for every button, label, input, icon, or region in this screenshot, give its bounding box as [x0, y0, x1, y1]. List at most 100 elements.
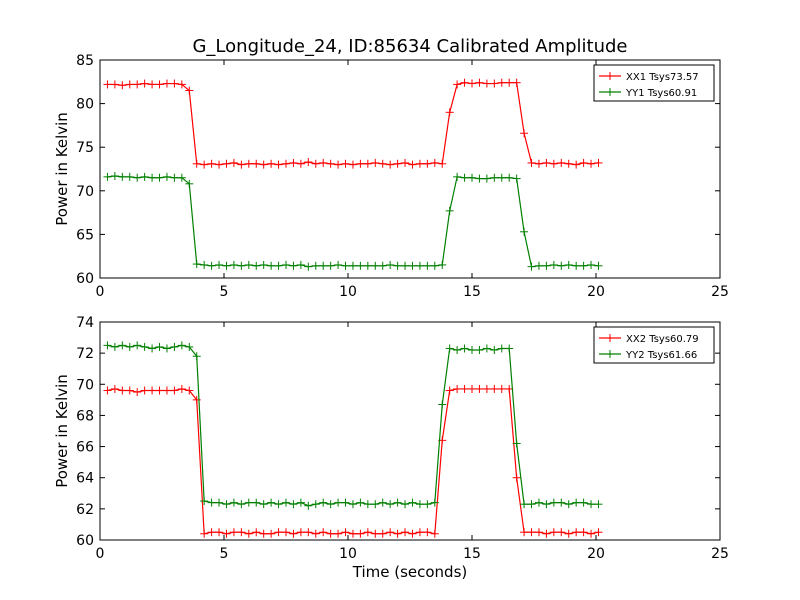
- top-series-0-point: [430, 158, 439, 167]
- bottom-series-1-point: [311, 500, 320, 509]
- bottom-series-0-point: [482, 384, 491, 393]
- top-series-1-point: [334, 260, 343, 269]
- top-ytick-label: 65: [76, 227, 94, 243]
- top-series-0-point: [527, 158, 536, 167]
- bottom-series-1-point: [401, 500, 410, 509]
- top-series-1-point: [378, 261, 387, 270]
- top-series-0-point: [490, 79, 499, 88]
- bottom-ytick-label: 64: [76, 471, 94, 487]
- top-series-1-point: [282, 260, 290, 269]
- top-series-0-point: [177, 80, 186, 89]
- bottom-series-0-point: [252, 528, 261, 537]
- bottom-series-1-point: [244, 498, 253, 507]
- bottom-series-1-point: [549, 498, 558, 507]
- top-series-1-point: [408, 261, 417, 270]
- bottom-series-1-point: [259, 500, 268, 509]
- bottom-series-0-point: [200, 529, 209, 538]
- bottom-series-0-point: [207, 528, 216, 537]
- top-series-0-point: [237, 160, 246, 169]
- bottom-series-1-point: [423, 500, 432, 509]
- bottom-series-0-point: [393, 529, 402, 538]
- bottom-xtick-label: 0: [96, 546, 105, 562]
- bottom-plot-legend: XX2 Tsys60.79 YY2 Tsys61.66: [593, 326, 715, 364]
- bottom-series-1-point: [192, 352, 201, 361]
- top-series-1-point: [215, 260, 224, 269]
- top-series-0-point: [118, 81, 127, 90]
- top-series-1-point: [222, 261, 231, 270]
- bottom-series-1-point: [542, 500, 551, 509]
- bottom-series-0-point: [125, 386, 134, 395]
- bottom-series-1-point: [430, 498, 439, 507]
- bottom-series-1-point: [125, 342, 134, 351]
- bottom-series-1-point: [222, 500, 231, 509]
- bottom-series-0-point: [222, 529, 231, 538]
- top-series-0-point: [460, 78, 469, 87]
- bottom-series-0-point: [148, 386, 157, 395]
- top-series-1-point: [557, 261, 566, 270]
- top-series-1-point: [110, 171, 119, 180]
- top-series-1-point: [244, 260, 253, 269]
- bottom-series-0-point: [326, 529, 335, 538]
- bottom-series-1-point: [482, 344, 491, 353]
- top-series-1-point: [200, 260, 209, 269]
- top-xtick-label: 0: [96, 284, 105, 300]
- top-series-0-point: [572, 160, 581, 169]
- bottom-series-0-point: [445, 386, 454, 395]
- bottom-series-0-point: [244, 529, 253, 538]
- top-series-0-point: [304, 158, 313, 167]
- top-series-0-point: [222, 159, 231, 168]
- top-series-1-point: [267, 261, 276, 270]
- top-series-0-point: [453, 80, 462, 89]
- bottom-series-1-point: [319, 498, 328, 507]
- bottom-series-0-point: [386, 528, 395, 537]
- bottom-series-0-point: [267, 529, 276, 538]
- bottom-series-0-point: [497, 384, 506, 393]
- bottom-series-0-point: [549, 528, 558, 537]
- bottom-series-0-point: [430, 529, 439, 538]
- bottom-series-1-point: [490, 346, 499, 355]
- bottom-series-1-point: [415, 500, 424, 509]
- top-xtick-label: 15: [463, 284, 481, 300]
- chart-title: G_Longitude_24, ID:85634 Calibrated Ampl…: [192, 36, 627, 57]
- top-series-0-point: [162, 79, 171, 88]
- bottom-series-1-point: [252, 498, 261, 507]
- top-series-0-point: [274, 160, 283, 169]
- top-series-0-point: [259, 160, 268, 169]
- bottom-ytick-label: 62: [76, 502, 94, 518]
- top-series-1-point: [497, 173, 506, 182]
- bottom-ytick-label: 66: [76, 440, 94, 456]
- top-series-1-point: [140, 172, 149, 181]
- top-series-0-point: [326, 159, 335, 168]
- bottom-series-0-point: [140, 386, 149, 395]
- top-series-0-point: [564, 159, 573, 168]
- bottom-series-0-point: [408, 529, 417, 538]
- top-series-1-point: [252, 261, 261, 270]
- top-series-0-point: [319, 158, 328, 167]
- bottom-series-1-point: [534, 498, 543, 507]
- bottom-series-1-point: [162, 344, 171, 353]
- bottom-series-1-point: [296, 498, 305, 507]
- top-series-1-point: [148, 173, 157, 182]
- bottom-series-1-point: [475, 346, 484, 355]
- bottom-series-0-point: [587, 529, 596, 538]
- bottom-series-0-point: [185, 386, 194, 395]
- bottom-series-1-point: [579, 498, 588, 507]
- bottom-series-1-point: [468, 346, 476, 355]
- top-ytick-label: 80: [76, 97, 94, 113]
- bottom-series-0-point: [304, 528, 313, 537]
- top-series-1-point: [259, 260, 268, 269]
- top-series-0-point: [520, 129, 529, 138]
- bottom-series-0-point: [237, 528, 246, 537]
- top-series-0-point: [133, 80, 142, 89]
- bottom-series-0-point: [371, 529, 380, 538]
- bottom-series-0-point: [155, 386, 164, 395]
- bottom-series-0-point: [401, 528, 410, 537]
- top-ytick-label: 70: [76, 184, 94, 200]
- top-plot: 0 5 10 15 20 25 60 65 70 75 80 85 Power in Kelvin X…: [53, 53, 729, 300]
- bottom-series-1-point: [140, 342, 149, 351]
- bottom-series-0-point: [103, 386, 112, 395]
- top-series-0-point: [579, 158, 588, 167]
- bottom-series-1-point: [363, 500, 372, 509]
- top-series-0-point: [482, 79, 491, 88]
- top-series-1-point: [438, 260, 447, 269]
